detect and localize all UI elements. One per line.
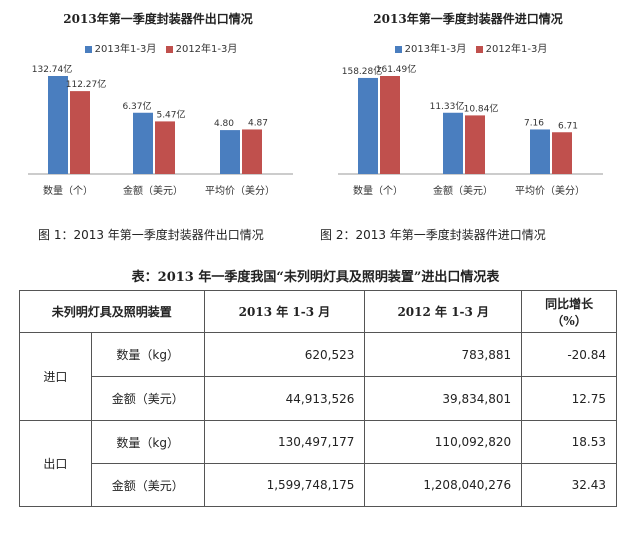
bar xyxy=(552,132,572,174)
cell-2013: 620,523 xyxy=(203,332,366,377)
bar xyxy=(443,112,463,174)
legend-swatch-2012 xyxy=(165,45,173,53)
legend-label-2012: 2012年1-3月 xyxy=(485,44,548,55)
legend-swatch-2013 xyxy=(84,45,92,53)
header-item: 未列明灯具及照明装置 xyxy=(19,290,205,333)
cell-2013: 1,599,748,175 xyxy=(203,463,366,507)
header-2012: 2012 年 1-3 月 xyxy=(364,290,523,333)
data-label: 11.33亿 xyxy=(430,100,465,112)
trade-table: 未列明灯具及照明装置 2013 年 1-3 月 2012 年 1-3 月 同比增… xyxy=(19,290,617,507)
category-tick-label: 平均价（美分） xyxy=(515,184,585,197)
figure-2-caption: 图 2：2013 年第一季度封装器件进口情况 xyxy=(320,228,546,242)
group-label-import: 进口 xyxy=(19,332,92,421)
bar xyxy=(465,115,485,174)
export-chart-title: 2013年第一季度封装器件出口情况 xyxy=(63,12,253,26)
bar xyxy=(358,77,378,174)
legend-label-2013: 2013年1-3月 xyxy=(94,44,157,55)
cell-2013: 130,497,177 xyxy=(203,420,366,464)
category-tick-label: 金额（美元） xyxy=(433,184,493,197)
table-row: 进口 数量（kg） 620,523 783,881 -20.84 xyxy=(19,332,617,421)
export-chart-legend: 2013年1-3月 2012年1-3月 xyxy=(8,40,308,55)
bar xyxy=(380,76,400,174)
cell-growth: -20.84 xyxy=(521,332,617,377)
data-label: 112.27亿 xyxy=(66,78,107,90)
bar xyxy=(48,76,68,174)
data-label: 6.37亿 xyxy=(122,100,151,112)
category-tick-label: 数量（个） xyxy=(43,184,93,197)
data-label: 132.74亿 xyxy=(32,63,73,75)
cell-2012: 110,092,820 xyxy=(364,420,523,464)
figure-1-caption: 图 1：2013 年第一季度封装器件出口情况 xyxy=(38,228,264,242)
import-chart: 2013年第一季度封装器件进口情况 2013年1-3月 2012年1-3月 15… xyxy=(318,6,618,206)
category-tick-label: 数量（个） xyxy=(353,184,403,197)
row-item: 数量（kg） xyxy=(90,420,205,464)
data-label: 5.47亿 xyxy=(156,108,185,120)
bar xyxy=(155,121,175,174)
data-label: 4.87 xyxy=(248,118,268,128)
header-2013: 2013 年 1-3 月 xyxy=(203,290,366,333)
legend-swatch-2013 xyxy=(394,45,402,53)
group-label-export: 出口 xyxy=(19,420,92,507)
bar xyxy=(220,130,240,174)
export-chart: 2013年第一季度封装器件出口情况 2013年1-3月 2012年1-3月 13… xyxy=(8,6,308,206)
table-row: 金额（美元） 1,599,748,175 1,208,040,276 32.43 xyxy=(20,463,617,507)
category-tick-label: 平均价（美分） xyxy=(205,184,275,197)
legend-swatch-2012 xyxy=(475,45,483,53)
cell-2012: 39,834,801 xyxy=(364,376,523,421)
data-label: 6.71 xyxy=(558,121,578,131)
cell-growth: 18.53 xyxy=(521,420,617,464)
row-item: 金额（美元） xyxy=(90,463,205,507)
legend-label-2013: 2013年1-3月 xyxy=(404,44,467,55)
bar xyxy=(242,129,262,174)
bar xyxy=(530,129,550,174)
cell-growth: 12.75 xyxy=(521,376,617,421)
row-item: 金额（美元） xyxy=(90,376,205,421)
cell-2012: 783,881 xyxy=(364,332,523,377)
row-item: 数量（kg） xyxy=(90,332,205,377)
data-label: 7.16 xyxy=(524,118,544,128)
data-label: 158.28亿 xyxy=(342,65,383,77)
header-growth: 同比增长（%） xyxy=(521,290,617,333)
import-chart-title: 2013年第一季度封装器件进口情况 xyxy=(373,12,563,26)
data-label: 161.49亿 xyxy=(376,63,417,75)
data-label: 4.80 xyxy=(214,119,234,129)
table-header-row: 未列明灯具及照明装置 2013 年 1-3 月 2012 年 1-3 月 同比增… xyxy=(19,290,617,333)
bar xyxy=(133,112,153,174)
bar xyxy=(70,91,90,174)
import-chart-legend: 2013年1-3月 2012年1-3月 xyxy=(318,40,618,55)
table-row: 金额（美元） 44,913,526 39,834,801 12.75 xyxy=(20,376,617,421)
data-label: 10.84亿 xyxy=(464,102,499,114)
cell-2012: 1,208,040,276 xyxy=(364,463,523,507)
table-row: 出口 数量（kg） 130,497,177 110,092,820 18.53 xyxy=(19,420,617,507)
cell-growth: 32.43 xyxy=(521,463,617,507)
category-tick-label: 金额（美元） xyxy=(123,184,183,197)
cell-2013: 44,913,526 xyxy=(203,376,366,421)
table-title: 表：2013 年一季度我国“未列明灯具及照明装置”进出口情况表 xyxy=(131,270,500,285)
legend-label-2012: 2012年1-3月 xyxy=(175,44,238,55)
